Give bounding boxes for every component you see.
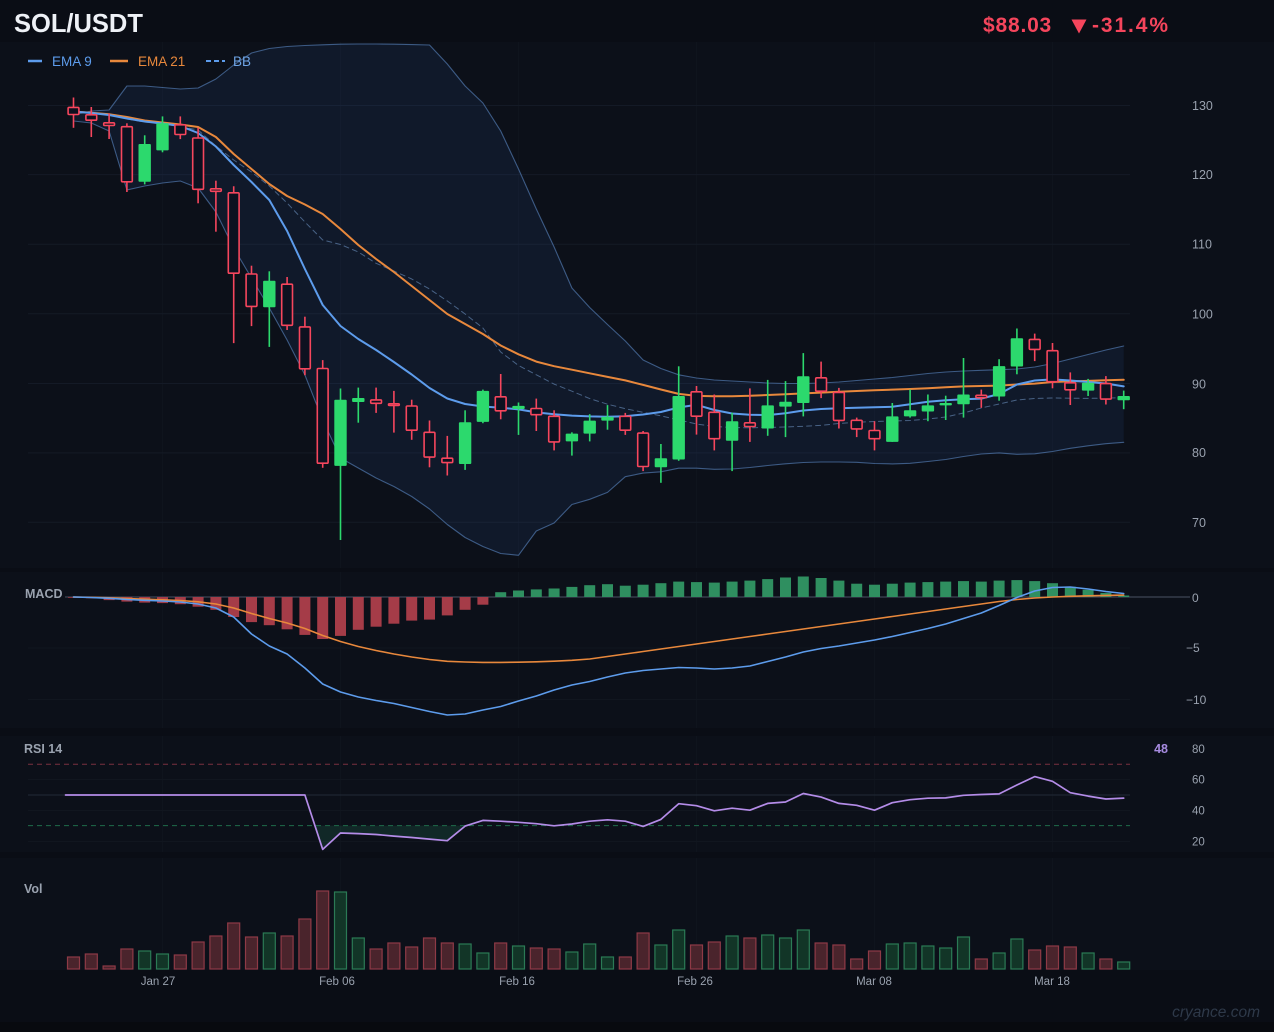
svg-text:Feb 26: Feb 26 bbox=[677, 976, 713, 988]
svg-text:RSI 14: RSI 14 bbox=[24, 742, 62, 756]
svg-text:80: 80 bbox=[1192, 446, 1206, 460]
svg-text:90: 90 bbox=[1192, 378, 1206, 392]
svg-text:110: 110 bbox=[1192, 238, 1212, 252]
svg-text:70: 70 bbox=[1192, 516, 1206, 530]
svg-text:Vol: Vol bbox=[24, 882, 43, 896]
svg-text:−5: −5 bbox=[1186, 641, 1200, 655]
svg-text:100: 100 bbox=[1192, 307, 1213, 321]
svg-text:Jan 27: Jan 27 bbox=[141, 976, 176, 988]
svg-text:MACD: MACD bbox=[25, 587, 63, 601]
svg-text:48: 48 bbox=[1154, 742, 1168, 756]
svg-text:80: 80 bbox=[1192, 744, 1205, 756]
svg-text:Mar 08: Mar 08 bbox=[856, 976, 892, 988]
svg-text:$88.03: $88.03 bbox=[983, 14, 1052, 37]
svg-text:-31.4%: -31.4% bbox=[1092, 14, 1170, 37]
svg-text:cryance.com: cryance.com bbox=[1172, 1004, 1260, 1021]
svg-text:120: 120 bbox=[1192, 168, 1213, 182]
svg-text:Feb 16: Feb 16 bbox=[499, 976, 535, 988]
svg-text:−10: −10 bbox=[1186, 693, 1207, 707]
svg-text:40: 40 bbox=[1192, 806, 1205, 818]
svg-text:130: 130 bbox=[1192, 99, 1213, 113]
svg-text:EMA 21: EMA 21 bbox=[138, 54, 185, 69]
svg-text:Mar 18: Mar 18 bbox=[1034, 976, 1070, 988]
svg-text:EMA 9: EMA 9 bbox=[52, 54, 92, 69]
svg-text:60: 60 bbox=[1192, 775, 1205, 787]
svg-text:0: 0 bbox=[1192, 591, 1199, 605]
svg-text:Feb 06: Feb 06 bbox=[319, 976, 355, 988]
svg-text:SOL/USDT: SOL/USDT bbox=[14, 10, 143, 38]
svg-text:BB: BB bbox=[233, 54, 251, 69]
svg-text:20: 20 bbox=[1192, 837, 1205, 849]
